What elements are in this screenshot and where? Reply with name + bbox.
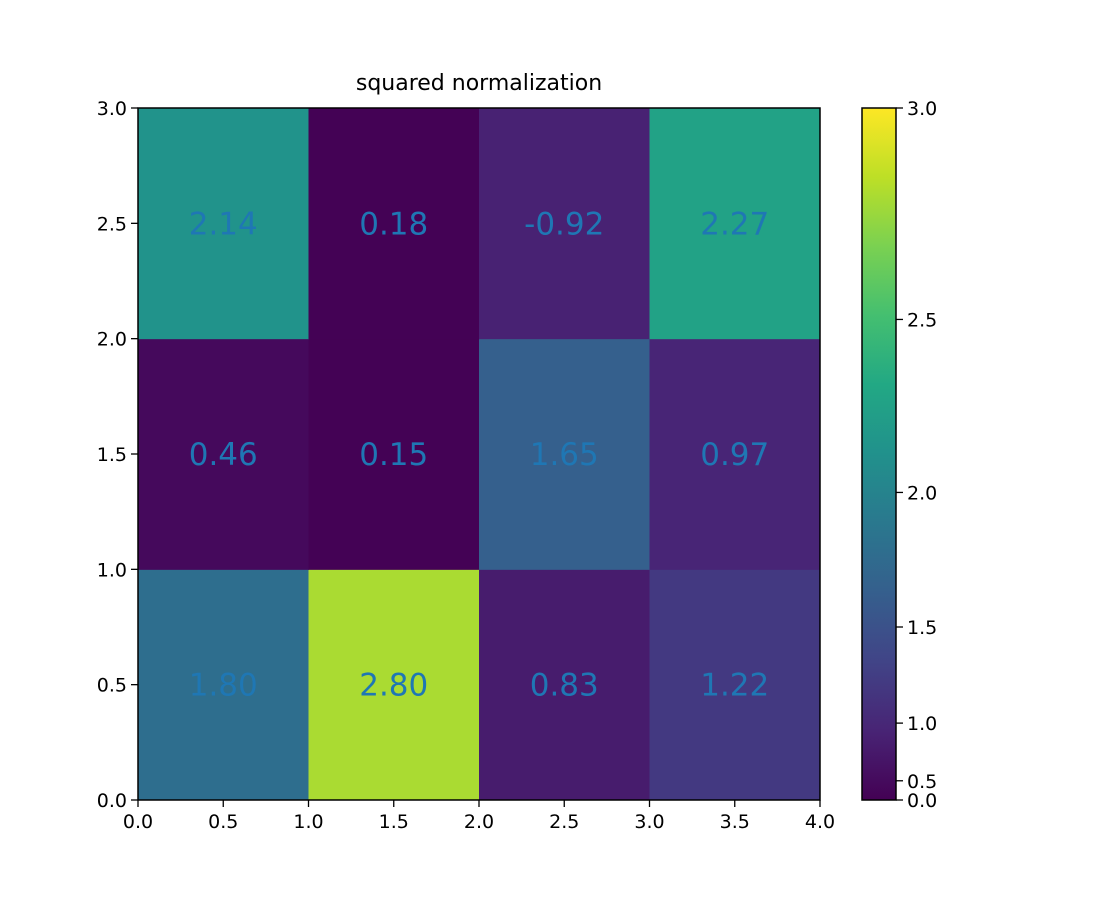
x-tick-label: 3.0 <box>634 811 664 833</box>
heatmap-cell <box>649 569 821 801</box>
x-tick-label: 2.5 <box>549 811 579 833</box>
heatmap-cell <box>479 108 650 340</box>
cell-value-label: 2.14 <box>189 206 258 242</box>
y-tick-label: 0.5 <box>97 675 127 697</box>
cell-value-label: 2.80 <box>359 668 428 704</box>
heatmap-cell <box>138 569 309 801</box>
heatmap-cell <box>308 108 480 340</box>
y-tick-label: 1.0 <box>97 559 127 581</box>
chart-title: squared normalization <box>356 71 602 96</box>
x-tick-label: 2.0 <box>464 811 494 833</box>
cell-value-label: -0.92 <box>524 206 604 242</box>
x-tick-label: 1.0 <box>293 811 323 833</box>
cell-value-label: 0.18 <box>359 206 428 242</box>
cell-value-label: 1.80 <box>189 668 258 704</box>
colorbar-tick-label: 1.0 <box>907 713 937 735</box>
heatmap-cell <box>138 338 309 570</box>
heatmap-cell <box>308 569 480 801</box>
heatmap-cell <box>308 338 480 570</box>
y-tick-label: 2.5 <box>97 213 127 235</box>
colorbar-tick-label: 2.0 <box>907 482 937 504</box>
heatmap-cell <box>649 338 821 570</box>
heatmap-cell <box>479 338 650 570</box>
y-tick-label: 3.0 <box>97 98 127 120</box>
x-tick-label: 0.5 <box>208 811 238 833</box>
heatmap-cell <box>479 569 650 801</box>
x-tick-label: 0.0 <box>123 811 153 833</box>
heatmap-cell <box>649 108 821 340</box>
colorbar <box>861 107 897 801</box>
y-tick-label: 0.0 <box>97 790 127 812</box>
cell-value-label: 0.83 <box>530 668 599 704</box>
cell-value-label: 0.46 <box>189 437 258 473</box>
y-tick-label: 1.5 <box>97 444 127 466</box>
cell-value-label: 0.97 <box>700 437 769 473</box>
colorbar-tick-label: 0.5 <box>907 771 937 793</box>
x-tick-label: 1.5 <box>379 811 409 833</box>
y-tick-label: 2.0 <box>97 329 127 351</box>
colorbar-tick-label: 1.5 <box>907 617 937 639</box>
x-tick-label: 4.0 <box>805 811 835 833</box>
colorbar-tick-label: 2.5 <box>907 309 937 331</box>
cell-value-label: 1.65 <box>530 437 599 473</box>
colorbar-tick-label: 3.0 <box>907 98 937 120</box>
x-tick-label: 3.5 <box>720 811 750 833</box>
cell-value-label: 1.22 <box>700 668 769 704</box>
cell-value-label: 2.27 <box>700 206 769 242</box>
heatmap-cell <box>138 108 309 340</box>
cell-value-label: 0.15 <box>359 437 428 473</box>
colorbar-tick-label: 0.0 <box>907 790 937 812</box>
